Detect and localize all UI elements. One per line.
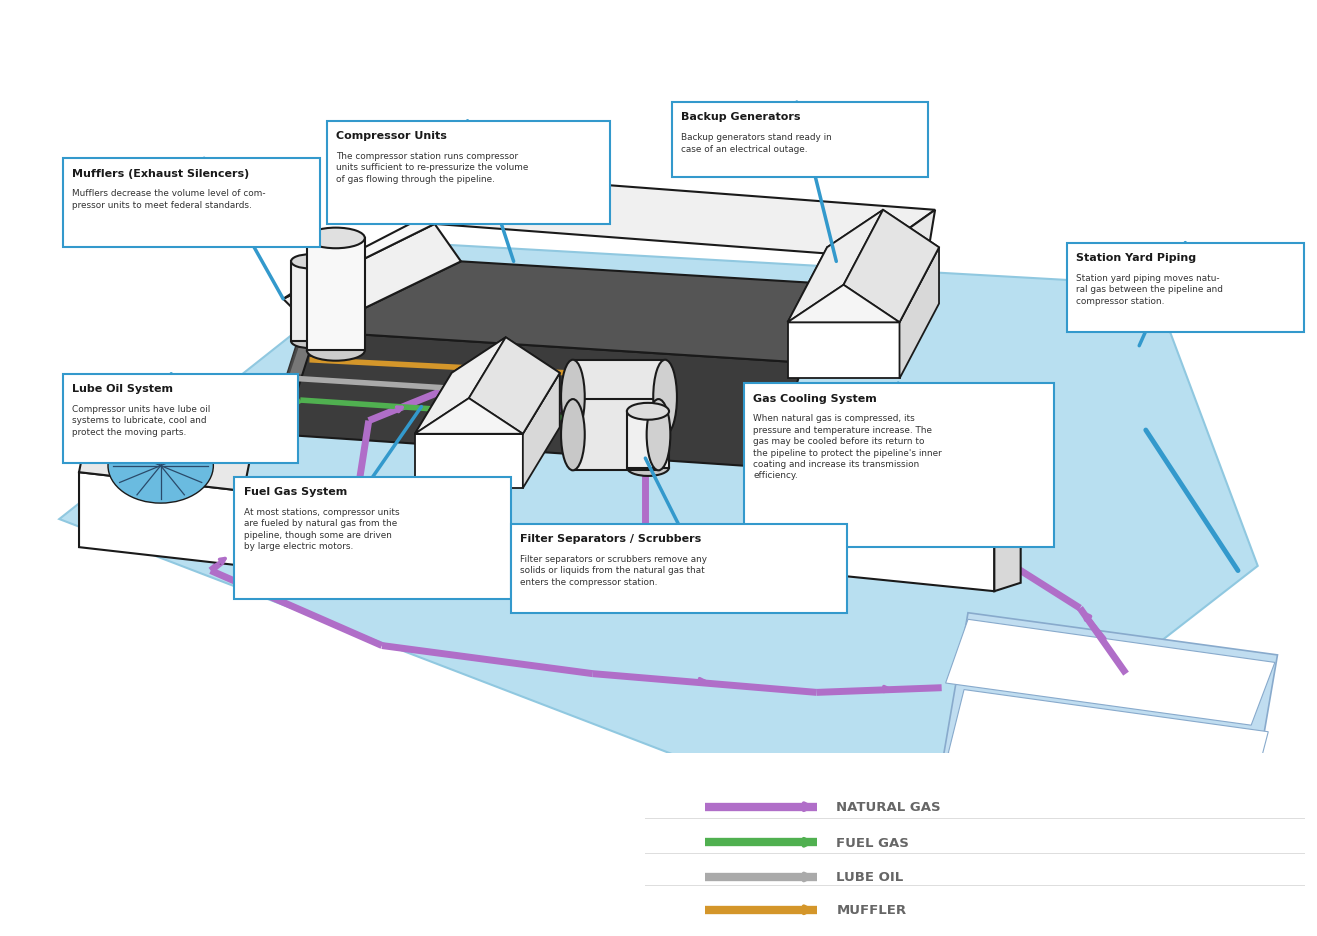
Ellipse shape <box>627 403 669 420</box>
Polygon shape <box>900 248 939 379</box>
Text: Filter Separators / Scrubbers: Filter Separators / Scrubbers <box>520 534 702 544</box>
Text: Station Yard Piping: Station Yard Piping <box>1076 253 1196 263</box>
Polygon shape <box>283 332 803 468</box>
Polygon shape <box>788 248 939 323</box>
Polygon shape <box>946 620 1275 725</box>
Ellipse shape <box>291 334 328 349</box>
Polygon shape <box>844 211 939 323</box>
FancyBboxPatch shape <box>327 122 610 225</box>
Polygon shape <box>452 338 560 373</box>
Ellipse shape <box>561 360 585 435</box>
Polygon shape <box>827 211 939 248</box>
Text: NATURAL GAS: NATURAL GAS <box>836 800 940 813</box>
Polygon shape <box>283 225 461 332</box>
Polygon shape <box>573 400 658 471</box>
Polygon shape <box>836 504 994 592</box>
Polygon shape <box>573 360 665 435</box>
Polygon shape <box>523 373 560 489</box>
FancyBboxPatch shape <box>511 524 847 613</box>
Polygon shape <box>415 338 506 434</box>
FancyBboxPatch shape <box>672 103 928 178</box>
Polygon shape <box>788 211 882 323</box>
Text: Backup generators stand ready in
case of an electrical outage.: Backup generators stand ready in case of… <box>681 133 831 154</box>
Text: Compressor Units: Compressor Units <box>336 131 446 141</box>
Text: FUEL GAS: FUEL GAS <box>836 836 909 849</box>
FancyBboxPatch shape <box>63 159 320 248</box>
Polygon shape <box>307 239 365 351</box>
Text: LUBE OIL: LUBE OIL <box>836 870 903 884</box>
Polygon shape <box>836 473 1001 519</box>
Polygon shape <box>935 613 1277 847</box>
Ellipse shape <box>561 400 585 471</box>
Text: MUFFLER: MUFFLER <box>836 903 906 916</box>
Text: Station yard piping moves natu-
ral gas between the pipeline and
compressor stat: Station yard piping moves natu- ral gas … <box>1076 273 1223 305</box>
Text: At most stations, compressor units
are fueled by natural gas from the
pipeline, : At most stations, compressor units are f… <box>244 507 399 550</box>
Text: Mufflers (Exhaust Silencers): Mufflers (Exhaust Silencers) <box>72 168 250 179</box>
Polygon shape <box>788 323 900 379</box>
Polygon shape <box>291 262 328 342</box>
Polygon shape <box>244 482 277 566</box>
Polygon shape <box>79 473 244 566</box>
FancyBboxPatch shape <box>234 477 511 599</box>
Polygon shape <box>469 338 560 434</box>
Polygon shape <box>277 262 803 440</box>
Polygon shape <box>948 690 1268 797</box>
Polygon shape <box>79 440 250 491</box>
Text: When natural gas is compressed, its
pressure and temperature increase. The
gas m: When natural gas is compressed, its pres… <box>753 414 942 480</box>
Ellipse shape <box>647 400 670 471</box>
Circle shape <box>865 459 965 530</box>
Ellipse shape <box>627 460 669 476</box>
Polygon shape <box>59 243 1258 842</box>
Polygon shape <box>415 399 523 434</box>
Text: Mufflers decrease the volume level of com-
pressor units to meet federal standar: Mufflers decrease the volume level of co… <box>72 189 266 210</box>
FancyBboxPatch shape <box>744 384 1054 548</box>
Text: Gas Cooling System: Gas Cooling System <box>753 393 877 403</box>
Polygon shape <box>994 511 1021 592</box>
Polygon shape <box>290 276 790 402</box>
Polygon shape <box>283 178 500 300</box>
Polygon shape <box>415 434 523 489</box>
Text: Compressor units have lube oil
systems to lubricate, cool and
protect the moving: Compressor units have lube oil systems t… <box>72 404 211 436</box>
Ellipse shape <box>307 341 365 361</box>
FancyBboxPatch shape <box>1067 243 1304 332</box>
Polygon shape <box>316 262 922 363</box>
Text: Fuel Gas System: Fuel Gas System <box>244 487 346 497</box>
Ellipse shape <box>291 255 328 270</box>
Polygon shape <box>435 178 935 257</box>
Polygon shape <box>869 211 935 290</box>
FancyBboxPatch shape <box>63 374 298 463</box>
Polygon shape <box>788 285 900 323</box>
Circle shape <box>108 429 213 504</box>
Text: Lube Oil System: Lube Oil System <box>72 384 174 394</box>
FancyBboxPatch shape <box>645 753 1304 927</box>
Ellipse shape <box>653 360 677 435</box>
Text: The compressor station runs compressor
units sufficient to re-pressurize the vol: The compressor station runs compressor u… <box>336 152 528 183</box>
Text: Backup Generators: Backup Generators <box>681 112 801 123</box>
Polygon shape <box>627 412 669 468</box>
Polygon shape <box>415 373 560 434</box>
Text: Filter separators or scrubbers remove any
solids or liquids from the natural gas: Filter separators or scrubbers remove an… <box>520 554 707 586</box>
Ellipse shape <box>307 228 365 249</box>
